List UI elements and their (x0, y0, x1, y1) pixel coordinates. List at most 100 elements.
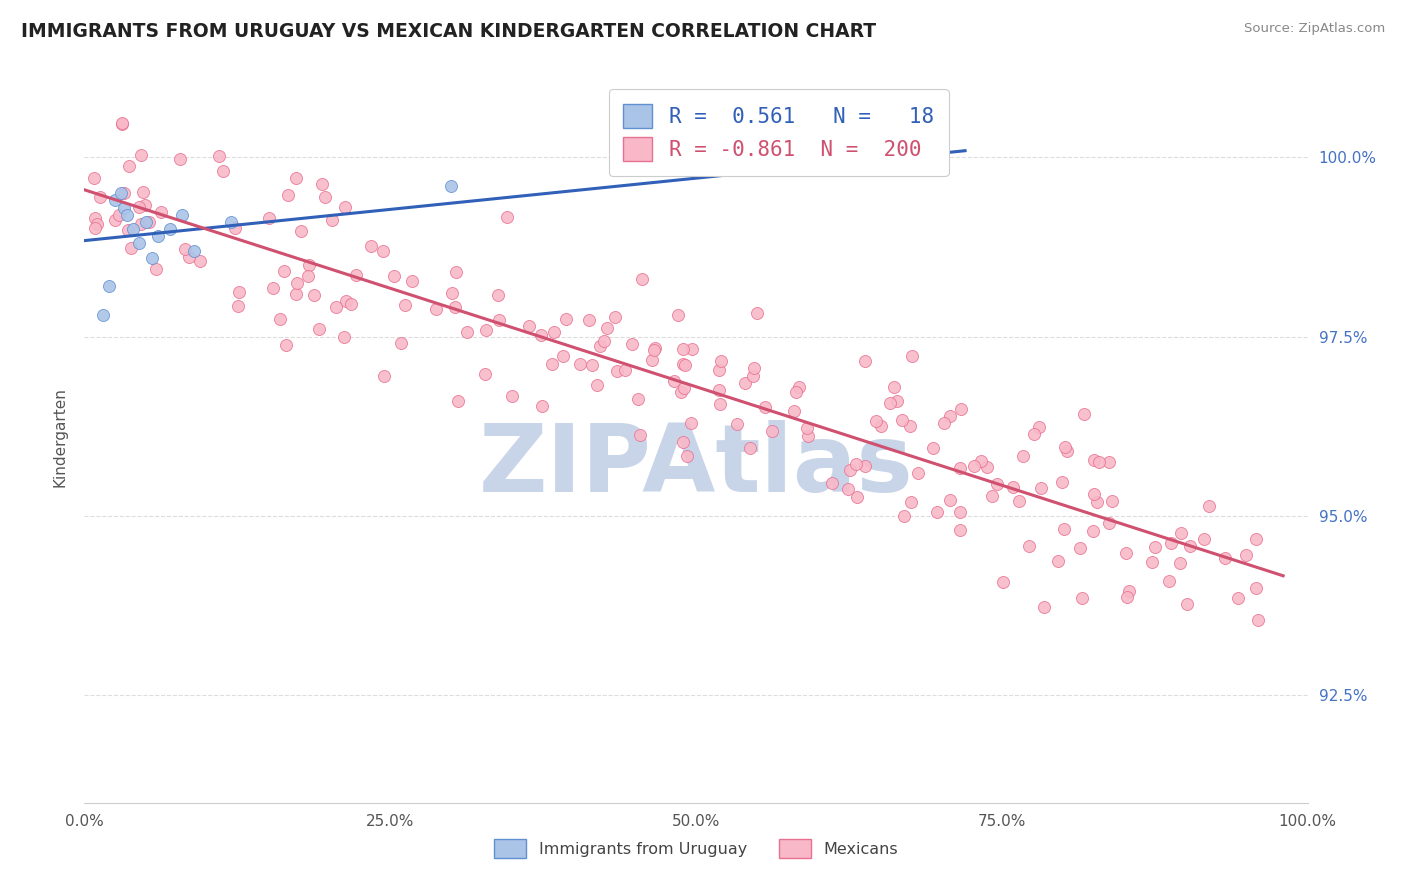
Point (949, 524, 972, 538)
Point (734, 376, 756, 390)
Point (150, 205, 173, 219)
Point (1115, 546, 1137, 560)
Point (97, 279, 120, 293)
Point (1175, 598, 1198, 612)
Point (1101, 494, 1123, 508)
Point (1246, 532, 1268, 546)
Point (785, 384, 807, 399)
Point (581, 358, 603, 372)
Point (747, 306, 769, 320)
Point (1029, 481, 1052, 495)
Point (219, 215, 242, 229)
Point (606, 364, 628, 378)
Point (883, 380, 905, 394)
Point (586, 378, 609, 392)
Point (613, 362, 636, 376)
Point (980, 489, 1002, 503)
Point (1140, 555, 1163, 569)
Point (1056, 444, 1078, 458)
Point (1083, 487, 1105, 501)
Point (447, 394, 470, 409)
Point (578, 313, 600, 327)
Point (1085, 494, 1108, 508)
Point (1098, 516, 1121, 531)
Point (976, 459, 998, 474)
Point (898, 419, 921, 434)
Point (287, 277, 309, 291)
Point (373, 368, 395, 383)
Point (444, 300, 467, 314)
Point (1234, 548, 1257, 562)
Point (111, 116, 134, 130)
Point (630, 272, 652, 286)
Point (212, 164, 235, 178)
Point (986, 477, 1008, 491)
Point (84, 211, 107, 225)
Point (475, 323, 498, 337)
Point (853, 459, 876, 474)
Point (1069, 541, 1091, 555)
Point (456, 325, 478, 339)
Point (641, 352, 664, 367)
Point (1192, 532, 1215, 546)
Point (837, 482, 859, 496)
Point (675, 358, 697, 372)
Point (672, 357, 695, 371)
Point (269, 312, 291, 326)
Point (1226, 591, 1249, 605)
Point (669, 385, 692, 400)
Point (344, 268, 367, 282)
Point (839, 463, 862, 477)
Point (620, 336, 643, 351)
Point (1022, 427, 1045, 442)
Point (304, 288, 326, 302)
Point (174, 243, 197, 257)
Point (145, 261, 167, 276)
Point (169, 153, 191, 167)
Point (1081, 524, 1104, 538)
Point (1115, 590, 1137, 604)
Point (188, 254, 211, 268)
Point (531, 399, 554, 413)
Point (115, 208, 138, 222)
Point (89, 190, 111, 204)
Point (131, 148, 153, 162)
Point (1050, 475, 1073, 489)
Point (797, 429, 820, 443)
Point (962, 459, 984, 474)
Point (1083, 453, 1105, 467)
Point (1033, 599, 1056, 614)
Point (761, 424, 783, 438)
Point (738, 441, 761, 455)
Point (117, 223, 139, 237)
Point (108, 208, 131, 222)
Text: ZIPAtlas: ZIPAtlas (478, 420, 914, 512)
Point (274, 337, 297, 351)
Point (672, 434, 695, 449)
Point (707, 383, 730, 397)
Point (389, 336, 412, 351)
Point (277, 187, 299, 202)
Point (540, 357, 562, 371)
Point (501, 389, 523, 403)
Point (111, 117, 134, 131)
Point (425, 302, 447, 317)
Point (308, 322, 330, 336)
Point (543, 325, 565, 339)
Point (1215, 551, 1237, 566)
Point (782, 404, 804, 418)
Point (314, 190, 336, 204)
Point (1247, 613, 1270, 627)
Point (901, 349, 924, 363)
Point (596, 321, 619, 335)
Point (886, 394, 908, 409)
Point (1157, 574, 1180, 588)
Point (893, 508, 915, 523)
Point (141, 251, 163, 265)
Point (865, 414, 887, 428)
Point (949, 401, 972, 416)
Point (110, 186, 132, 201)
Point (1028, 420, 1050, 434)
Point (104, 213, 127, 227)
Point (553, 349, 575, 363)
